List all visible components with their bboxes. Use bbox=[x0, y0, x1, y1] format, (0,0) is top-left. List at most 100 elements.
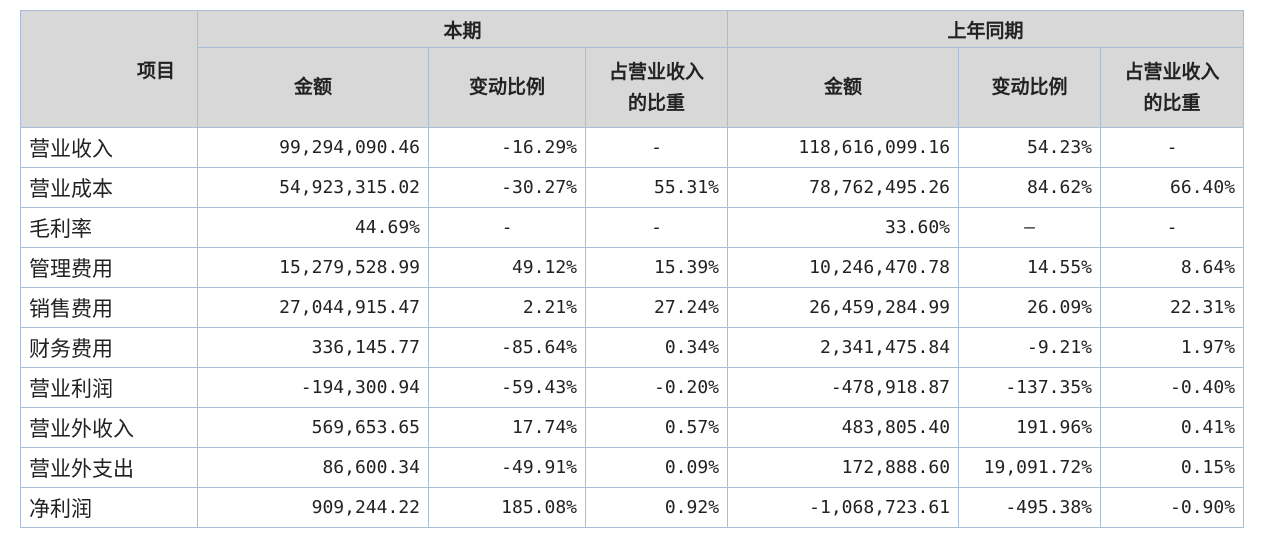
financial-table: 项目 本期 上年同期 金额 变动比例 占营业收入的比重 金额 变动比例 占营业收入的比重 营… bbox=[20, 10, 1245, 528]
cell: -1,068,723.61 bbox=[727, 487, 960, 528]
cell: 86,600.34 bbox=[197, 447, 429, 488]
cell: 55.31% bbox=[584, 167, 729, 208]
column-header: 金额 bbox=[197, 47, 429, 128]
column-header: 变动比例 bbox=[958, 47, 1102, 128]
cell: - bbox=[1100, 207, 1245, 248]
cell: 191.96% bbox=[958, 407, 1102, 448]
table-row: 管理费用 15,279,528.99 49.12% 15.39% 10,246,470.… bbox=[20, 247, 1245, 288]
cell: 44.69% bbox=[197, 207, 429, 248]
cell: 66.40% bbox=[1100, 167, 1245, 208]
cell: 0.57% bbox=[584, 407, 729, 448]
column-header-row: 金额 变动比例 占营业收入的比重 金额 变动比例 占营业收入的比重 bbox=[21, 47, 1245, 128]
table-row: 销售费用 27,044,915.47 2.21% 27.24% 26,459,284.9… bbox=[20, 287, 1245, 328]
cell: - bbox=[428, 207, 586, 248]
row-label: 营业成本 bbox=[20, 167, 198, 208]
cell: -478,918.87 bbox=[727, 367, 960, 408]
column-header: 变动比例 bbox=[428, 47, 586, 128]
cell: -0.20% bbox=[584, 367, 729, 408]
column-header-text: 金额 bbox=[293, 76, 332, 99]
row-label: 毛利率 bbox=[20, 207, 198, 248]
cell: - bbox=[1100, 127, 1245, 168]
cell: - bbox=[584, 207, 729, 248]
column-header-text: 变动比例 bbox=[991, 76, 1068, 99]
table-row: 净利润 909,244.22 185.08% 0.92% -1,068,723.61 -4… bbox=[20, 487, 1245, 528]
cell: -59.43% bbox=[428, 367, 586, 408]
cell: - bbox=[584, 127, 729, 168]
cell: 909,244.22 bbox=[197, 487, 429, 528]
cell: – bbox=[958, 207, 1102, 248]
row-label: 管理费用 bbox=[20, 247, 198, 288]
cell: 33.60% bbox=[727, 207, 960, 248]
cell: 15,279,528.99 bbox=[197, 247, 429, 288]
column-header: 占营业收入的比重 bbox=[1100, 47, 1245, 128]
table-row: 营业成本 54,923,315.02 -30.27% 55.31% 78,762,495… bbox=[20, 167, 1245, 208]
cell: 2,341,475.84 bbox=[727, 327, 960, 368]
group-header: 上年同期 bbox=[727, 10, 1245, 48]
cell: 26,459,284.99 bbox=[727, 287, 960, 328]
cell: -9.21% bbox=[958, 327, 1102, 368]
row-label: 销售费用 bbox=[20, 287, 198, 328]
cell: -495.38% bbox=[958, 487, 1102, 528]
column-header-text: 占营业收入的比重 bbox=[609, 61, 705, 114]
cell: 17.74% bbox=[428, 407, 586, 448]
cell: 10,246,470.78 bbox=[727, 247, 960, 288]
cell: -16.29% bbox=[428, 127, 586, 168]
cell: -194,300.94 bbox=[197, 367, 429, 408]
column-header: 金额 bbox=[727, 47, 960, 128]
cell: 15.39% bbox=[584, 247, 729, 288]
group-header: 本期 bbox=[196, 10, 729, 48]
cell: 118,616,099.16 bbox=[727, 127, 960, 168]
cell: -0.40% bbox=[1100, 367, 1245, 408]
cell: 19,091.72% bbox=[958, 447, 1102, 488]
cell: -85.64% bbox=[428, 327, 586, 368]
cell: 54,923,315.02 bbox=[197, 167, 429, 208]
cell: 49.12% bbox=[428, 247, 586, 288]
cell: 0.15% bbox=[1100, 447, 1245, 488]
cell: 0.34% bbox=[584, 327, 729, 368]
cell: 78,762,495.26 bbox=[727, 167, 960, 208]
cell: -30.27% bbox=[428, 167, 586, 208]
table-row: 营业外支出 86,600.34 -49.91% 0.09% 172,888.60 19,0… bbox=[20, 447, 1245, 488]
cell: 8.64% bbox=[1100, 247, 1245, 288]
table-row: 营业外收入 569,653.65 17.74% 0.57% 483,805.40 191.… bbox=[20, 407, 1245, 448]
column-header-text: 金额 bbox=[824, 76, 863, 99]
table-row: 财务费用 336,145.77 -85.64% 0.34% 2,341,475.84 -9… bbox=[20, 327, 1245, 368]
cell: 569,653.65 bbox=[197, 407, 429, 448]
cell: 185.08% bbox=[428, 487, 586, 528]
cell: -0.90% bbox=[1100, 487, 1245, 528]
cell: 26.09% bbox=[958, 287, 1102, 328]
row-label: 营业外收入 bbox=[20, 407, 198, 448]
cell: -137.35% bbox=[958, 367, 1102, 408]
cell: 54.23% bbox=[958, 127, 1102, 168]
cell: 336,145.77 bbox=[197, 327, 429, 368]
cell: 22.31% bbox=[1100, 287, 1245, 328]
table-row: 毛利率 44.69% - -33.60% – - bbox=[20, 207, 1245, 248]
group-header-row: 项目 本期 上年同期 bbox=[20, 10, 1245, 128]
cell: 483,805.40 bbox=[727, 407, 960, 448]
cell: 0.09% bbox=[584, 447, 729, 488]
cell: 84.62% bbox=[958, 167, 1102, 208]
cell: 0.41% bbox=[1100, 407, 1245, 448]
table-row: 营业利润 -194,300.94 -59.43% -0.20% -478,918.87-… bbox=[20, 367, 1245, 408]
row-label: 营业外支出 bbox=[20, 447, 198, 488]
cell: 172,888.60 bbox=[727, 447, 960, 488]
column-header-text: 变动比例 bbox=[468, 76, 545, 99]
table-row: 营业收入 99,294,090.46 -16.29% -118,616,099.16 5… bbox=[20, 127, 1245, 168]
row-label: 净利润 bbox=[20, 487, 198, 528]
item-header: 项目 bbox=[20, 10, 198, 128]
cell: 14.55% bbox=[958, 247, 1102, 288]
cell: 27.24% bbox=[584, 287, 729, 328]
row-label: 财务费用 bbox=[20, 327, 198, 368]
cell: 27,044,915.47 bbox=[197, 287, 429, 328]
cell: 2.21% bbox=[428, 287, 586, 328]
table-body: 营业收入 99,294,090.46 -16.29% -118,616,099.16 5… bbox=[20, 127, 1245, 528]
column-header: 占营业收入的比重 bbox=[584, 47, 729, 128]
cell: 1.97% bbox=[1100, 327, 1245, 368]
cell: -49.91% bbox=[428, 447, 586, 488]
cell: 0.92% bbox=[584, 487, 729, 528]
row-label: 营业利润 bbox=[20, 367, 198, 408]
column-header-text: 占营业收入的比重 bbox=[1124, 61, 1220, 114]
row-label: 营业收入 bbox=[20, 127, 198, 168]
cell: 99,294,090.46 bbox=[197, 127, 429, 168]
